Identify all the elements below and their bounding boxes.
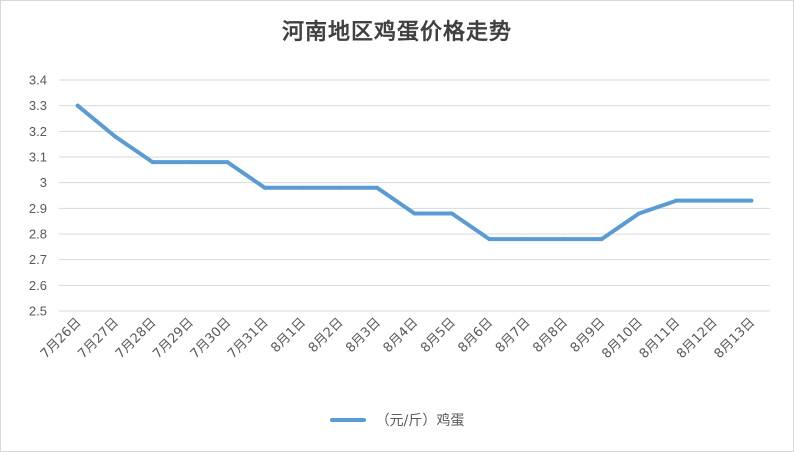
y-tick-label: 2.9	[29, 201, 47, 216]
y-tick-label: 2.8	[29, 227, 47, 242]
x-tick-label: 8月4日	[381, 315, 422, 356]
y-tick-label: 3.4	[29, 73, 47, 88]
data-point	[337, 185, 342, 190]
data-point	[225, 160, 230, 165]
data-point	[113, 134, 118, 139]
x-tick-labels: 7月26日7月27日7月28日7月29日7月30日7月31日8月1日8月2日8月…	[38, 315, 758, 362]
grid-lines	[59, 79, 770, 312]
data-point	[412, 211, 417, 216]
y-tick-label: 2.6	[29, 278, 47, 293]
x-tick-label: 8月10日	[599, 315, 646, 362]
x-tick-label: 7月30日	[188, 315, 235, 362]
data-point	[150, 160, 155, 165]
data-point	[674, 198, 679, 203]
x-tick-label: 8月12日	[674, 315, 721, 362]
legend-swatch	[329, 418, 366, 422]
x-tick-label: 7月27日	[75, 315, 122, 362]
series-layer	[75, 103, 754, 242]
data-point	[75, 103, 80, 108]
x-tick-label: 7月29日	[150, 315, 197, 362]
data-point	[487, 237, 492, 242]
x-tick-label: 7月26日	[38, 315, 85, 362]
data-point	[524, 237, 529, 242]
x-tick-label: 8月3日	[343, 315, 384, 356]
data-point	[449, 211, 454, 216]
y-tick-label: 3.2	[29, 124, 47, 139]
x-tick-label: 8月6日	[455, 315, 496, 356]
y-tick-label: 2.7	[29, 252, 47, 267]
data-point	[637, 211, 642, 216]
x-tick-label: 8月5日	[418, 315, 459, 356]
legend-label: （元/斤）鸡蛋	[375, 413, 465, 429]
x-tick-label: 8月2日	[306, 315, 347, 356]
x-tick-label: 7月28日	[113, 315, 160, 362]
data-point	[300, 185, 305, 190]
y-tick-labels: 2.5 2.6 2.7 2.8 2.9 3 3.1 3.2 3.3 3.4	[29, 73, 47, 319]
data-point	[749, 198, 754, 203]
data-point	[562, 237, 567, 242]
x-tick-label: 7月31日	[225, 315, 272, 362]
x-tick-label: 8月11日	[637, 315, 684, 362]
data-point	[599, 237, 604, 242]
data-point	[711, 198, 716, 203]
chart-title: 河南地区鸡蛋价格走势	[281, 20, 512, 45]
x-tick-label: 8月7日	[493, 315, 534, 356]
y-tick-label: 2.5	[29, 304, 47, 319]
y-tick-label: 3.3	[29, 98, 47, 113]
legend: （元/斤）鸡蛋	[0, 410, 794, 430]
data-point	[262, 185, 267, 190]
x-tick-label: 8月8日	[530, 315, 571, 356]
y-tick-label: 3.1	[29, 150, 47, 165]
x-tick-label: 8月1日	[268, 315, 309, 356]
x-tick-label: 8月13日	[712, 315, 759, 362]
series-line	[75, 103, 754, 242]
data-point	[375, 185, 380, 190]
data-point	[187, 160, 192, 165]
y-tick-label: 3	[40, 175, 47, 190]
